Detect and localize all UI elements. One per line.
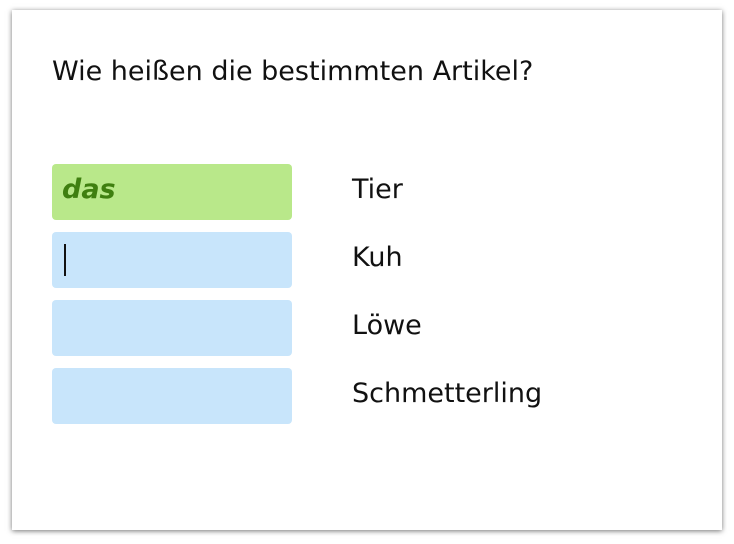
noun-label: Kuh — [352, 242, 403, 273]
noun-label: Tier — [352, 174, 403, 205]
answer-row: Löwe — [52, 300, 652, 356]
exercise-card: Wie heißen die bestimmten Artikel? das Ti… — [12, 10, 722, 530]
answer-input[interactable]: das — [52, 164, 292, 220]
question: Wie heißen die bestimmten Artikel? — [52, 56, 534, 87]
answer-input[interactable] — [52, 232, 292, 288]
answer-input[interactable] — [52, 368, 292, 424]
answer-row: Kuh — [52, 232, 652, 288]
answer-row: Schmetterling — [52, 368, 652, 424]
noun-label: Schmetterling — [352, 378, 543, 409]
text-cursor — [64, 244, 66, 276]
noun-label: Löwe — [352, 310, 422, 341]
answer-input[interactable] — [52, 300, 292, 356]
answer-row: das Tier — [52, 164, 652, 220]
